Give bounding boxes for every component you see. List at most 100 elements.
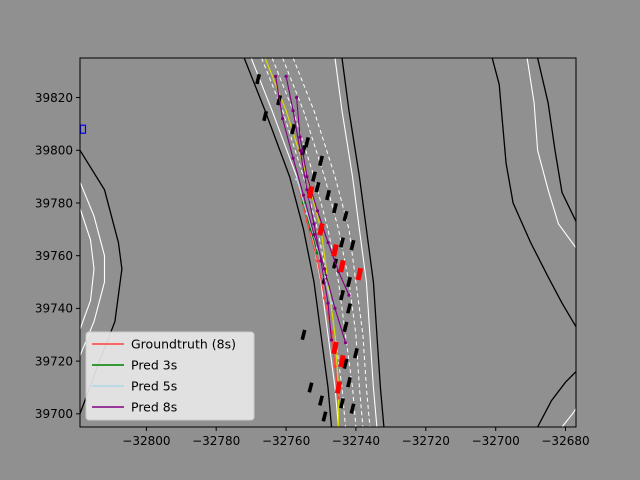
plot-frame [79,57,577,428]
series-5-point-3 [315,209,320,213]
agent-box-8 [314,181,321,193]
road-edge-3 [491,58,576,328]
agent-box-17 [342,321,349,333]
x-tick-label-0: −32800 [122,434,170,448]
agent-box-19 [342,358,349,369]
legend-box [85,331,255,421]
y-tick-label-2: 39740 [35,302,73,316]
agent-box-4 [300,145,307,156]
ego-box-2 [331,244,339,257]
ego-box-4 [355,267,364,281]
x-tick-label-5: −32700 [472,434,520,448]
lane-line-2 [80,181,106,357]
agent-box-16 [346,303,352,314]
series-line-3 [285,76,333,341]
agent-box-26 [321,411,328,422]
series-3-point-2 [298,148,302,152]
lane-line-5 [561,408,576,427]
x-tick-label-2: −32760 [262,434,310,448]
agent-box-18 [352,347,359,359]
series-4-point-2 [291,156,295,160]
series-4-point-4 [312,233,316,237]
agent-box-0 [255,73,262,85]
agent-box-23 [300,329,307,341]
series-4-point-3 [301,193,306,197]
agent-box-7 [318,155,324,167]
y-tick-label-6: 39820 [35,91,73,105]
ego-box-0 [306,186,315,199]
dashed-lane-line-2 [282,58,364,427]
series-3-point-0 [284,74,288,78]
agent-box-25 [318,395,324,406]
agent-box-22 [349,403,356,414]
series-4-point-7 [343,341,348,345]
ego-box-7 [334,381,343,394]
y-tick-label-5: 39800 [35,144,73,158]
y-tick-label-3: 39760 [35,249,73,263]
agent-box-1 [262,110,269,122]
lane-line-4 [526,58,576,249]
lane-line-1 [334,58,378,427]
legend-label-pred-8s: Pred 8s [131,400,177,415]
agent-box-15 [339,289,345,301]
agent-box-21 [339,398,345,409]
agent-box-3 [290,123,297,135]
agent-box-12 [339,237,345,248]
agent-box-14 [346,276,352,288]
agent-box-10 [332,202,338,214]
agent-box-24 [307,382,314,393]
series-0-point-5 [333,364,337,368]
series-0-point-6 [336,396,341,400]
series-2-point-0 [295,177,299,181]
series-0-point-2 [315,259,320,263]
agent-box-9 [325,189,331,201]
x-tick-label-6: −32680 [541,434,589,448]
agent-box-6 [304,137,310,148]
lane-line-3 [80,208,95,330]
road-edge-0 [243,58,333,427]
dashed-lane-line-3 [292,58,371,427]
ego-box-1 [317,222,325,236]
ego-box-6 [338,354,346,368]
legend-label-pred-3s: Pred 3s [131,358,177,373]
reference-line [264,58,340,427]
agent-box-13 [349,239,356,251]
series-3-point-1 [291,109,295,113]
ego-box-3 [338,259,346,273]
agent-box-5 [311,171,317,182]
y-tick-label-1: 39720 [35,354,73,368]
series-4-point-5 [322,267,327,271]
legend-label-pred-5s: Pred 5s [131,379,177,394]
series-5-point-2 [305,175,309,179]
road-edge-4 [536,58,576,222]
road-edge-1 [341,58,385,427]
agent-box-20 [346,376,352,388]
series-5-point-1 [298,135,302,139]
y-tick-label-0: 39700 [35,407,73,421]
legend-label-groundtruth: Groundtruth (8s) [131,337,236,352]
series-3-point-6 [326,301,330,305]
series-0-point-3 [322,296,327,300]
series-3-point-3 [305,188,309,192]
series-5-point-0 [295,95,299,100]
x-tick-label-1: −32780 [192,434,240,448]
y-tick-label-4: 39780 [35,196,73,210]
series-5-point-4 [326,240,330,245]
series-line-4 [275,76,347,343]
legend: Groundtruth (8s) Pred 3s Pred 5s Pred 8s [85,331,255,421]
series-4-point-0 [274,74,278,78]
agent-box-28 [332,258,338,269]
x-tick-label-3: −32740 [332,434,380,448]
road-edge-5 [537,371,576,427]
series-4-point-1 [281,117,285,121]
plot-content [80,58,576,427]
series-3-point-4 [312,222,316,226]
dashed-lane-line-0 [261,58,346,427]
series-2-point-4 [329,301,334,305]
series-5-point-6 [347,293,351,297]
x-tick-label-4: −32720 [402,434,450,448]
series-3-point-7 [329,338,334,342]
ego-box-5 [331,341,339,355]
series-4-point-6 [333,306,337,310]
